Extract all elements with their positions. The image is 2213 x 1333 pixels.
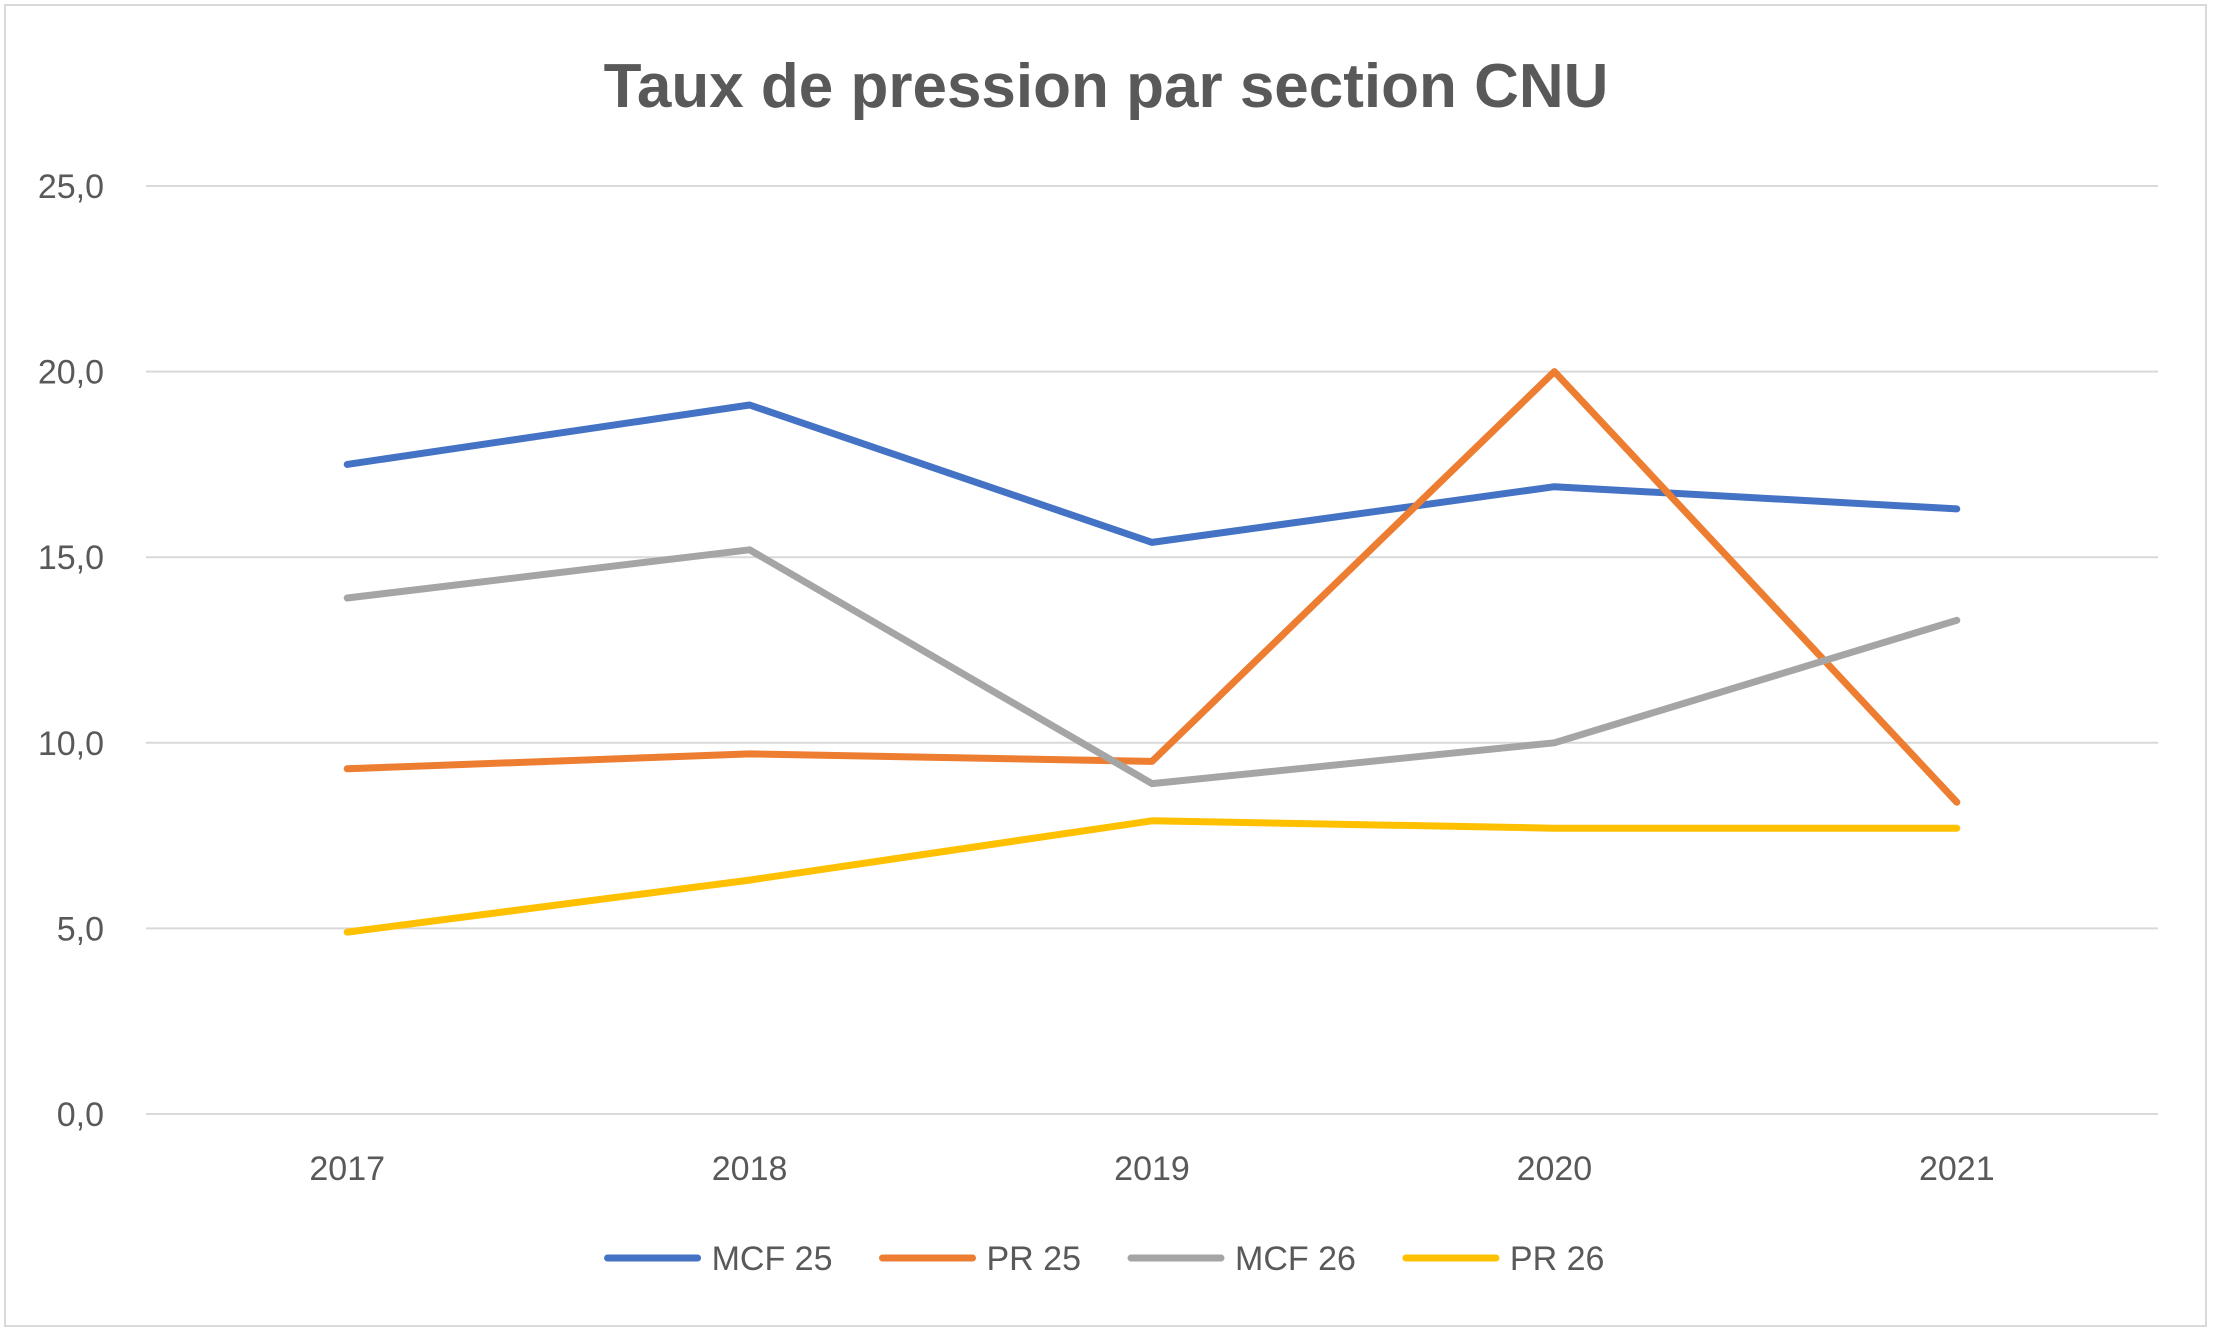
plot-area: [343, 368, 1961, 936]
x-tick-label: 2018: [712, 1150, 788, 1188]
chart-title: Taux de pression par section CNU: [604, 52, 1609, 121]
legend-item-pr-25: PR 25: [879, 1240, 1082, 1278]
legend-item-pr-26: PR 26: [1402, 1240, 1605, 1278]
legend-item-mcf-26: MCF 26: [1127, 1240, 1356, 1278]
legend-label: PR 25: [987, 1240, 1082, 1278]
chart-frame: [4, 4, 2207, 1327]
series-line-pr-25: [343, 368, 1961, 806]
x-tick-label: 2019: [1114, 1150, 1190, 1188]
legend-label: MCF 25: [712, 1240, 833, 1278]
y-tick-label: 10,0: [38, 725, 104, 763]
x-tick-label: 2021: [1919, 1150, 1995, 1188]
series-line-pr-26: [343, 817, 1961, 936]
legend: MCF 25 PR 25 MCF 26 PR 26: [604, 1240, 1605, 1278]
series-line-mcf-25: [343, 401, 1961, 546]
legend-label: PR 26: [1510, 1240, 1605, 1278]
y-tick-label: 20,0: [38, 354, 104, 392]
x-tick-label: 2017: [309, 1150, 385, 1188]
x-axis: 2017 2018 2019 2020 2021: [309, 1150, 1994, 1188]
series-line-mcf-26: [343, 546, 1961, 788]
y-tick-label: 25,0: [38, 168, 104, 206]
y-tick-label: 15,0: [38, 539, 104, 577]
y-axis: 0,0 5,0 10,0 15,0 20,0 25,0: [38, 168, 104, 1134]
legend-label: MCF 26: [1235, 1240, 1356, 1278]
y-tick-label: 0,0: [57, 1096, 104, 1134]
x-tick-label: 2020: [1517, 1150, 1593, 1188]
y-tick-label: 5,0: [57, 910, 104, 948]
grid-layer: [146, 185, 2158, 1115]
legend-item-mcf-25: MCF 25: [604, 1240, 833, 1278]
